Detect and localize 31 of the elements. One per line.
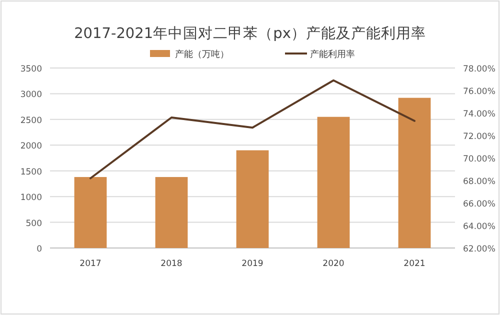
- bar: [236, 150, 269, 248]
- bar: [155, 177, 188, 248]
- y-tick-label: 500: [26, 218, 42, 229]
- y-tick-label: 1500: [20, 167, 42, 178]
- line-series: [90, 79, 416, 180]
- x-tick-label: 2017: [80, 259, 102, 269]
- y-tick-label: 0: [36, 244, 42, 254]
- x-tick-label: 2020: [322, 259, 344, 269]
- y2-tick-label: 64.00%: [463, 222, 496, 232]
- bar: [398, 98, 431, 248]
- x-tick-label: 2018: [160, 259, 182, 269]
- y-tick-label: 3500: [20, 64, 42, 74]
- y2-tick-label: 72.00%: [463, 132, 496, 142]
- legend-label: 产能（万吨）: [175, 49, 229, 60]
- x-tick-label: 2019: [242, 259, 264, 269]
- y-tick-label: 3000: [20, 90, 42, 100]
- y2-tick-label: 70.00%: [463, 154, 496, 164]
- x-tick-label: 2021: [404, 259, 426, 269]
- legend-label: 产能利用率: [310, 49, 355, 60]
- y2-tick-label: 62.00%: [463, 244, 496, 254]
- y-tick-label: 1000: [20, 193, 42, 204]
- y2-tick-label: 66.00%: [463, 200, 496, 210]
- chart-title: 2017-2021年中国对二甲苯（px）产能及产能利用率: [74, 25, 426, 42]
- y2-tick-label: 78.00%: [463, 64, 496, 74]
- y2-tick-label: 74.00%: [463, 110, 496, 120]
- bar: [317, 116, 350, 248]
- y-tick-label: 2500: [20, 116, 42, 126]
- y2-tick-label: 76.00%: [463, 87, 496, 97]
- y2-tick-label: 68.00%: [463, 177, 496, 187]
- bar: [74, 177, 107, 248]
- y-tick-label: 2000: [20, 142, 42, 152]
